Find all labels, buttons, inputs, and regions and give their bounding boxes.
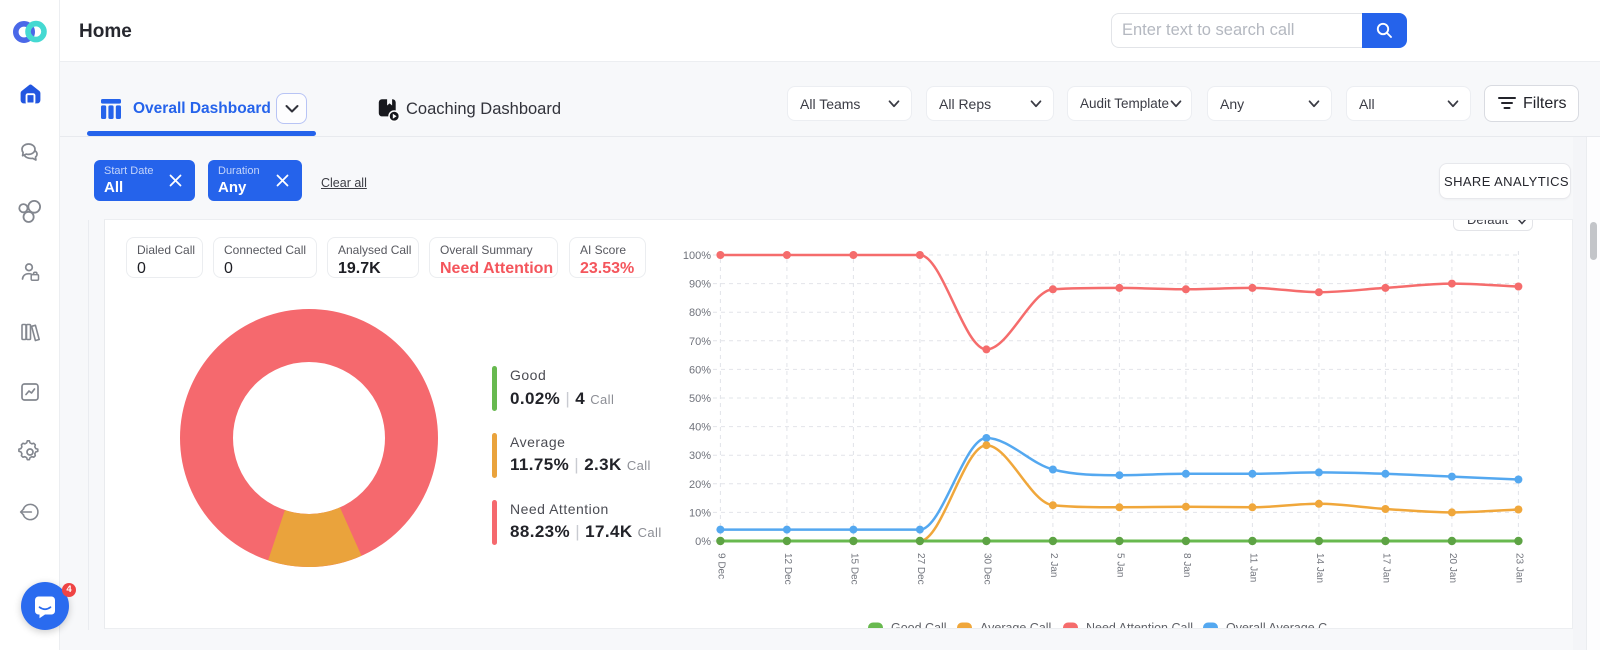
svg-text:50%: 50% — [689, 393, 711, 405]
svg-text:11 Jan: 11 Jan — [1247, 553, 1258, 582]
svg-text:9 Dec: 9 Dec — [715, 553, 726, 579]
svg-text:60%: 60% — [689, 364, 711, 376]
svg-text:20 Jan: 20 Jan — [1447, 553, 1458, 583]
svg-text:Average Call: Average Call — [980, 621, 1051, 629]
svg-text:15 Dec: 15 Dec — [848, 553, 859, 585]
svg-text:40%: 40% — [689, 422, 711, 434]
svg-text:8 Jan: 8 Jan — [1181, 553, 1192, 577]
svg-text:Need Attention Call: Need Attention Call — [1086, 621, 1193, 629]
svg-text:5 Jan: 5 Jan — [1114, 553, 1125, 577]
svg-text:27 Dec: 27 Dec — [915, 553, 926, 585]
svg-text:17 Jan: 17 Jan — [1380, 553, 1391, 583]
svg-text:Good Call: Good Call — [891, 621, 947, 629]
svg-text:30%: 30% — [689, 450, 711, 462]
svg-text:90%: 90% — [689, 279, 711, 291]
svg-text:80%: 80% — [689, 307, 711, 319]
svg-text:0%: 0% — [695, 536, 711, 548]
svg-text:10%: 10% — [689, 507, 711, 519]
svg-text:12 Dec: 12 Dec — [782, 553, 793, 585]
svg-text:20%: 20% — [689, 479, 711, 491]
svg-text:23 Jan: 23 Jan — [1513, 553, 1524, 583]
svg-text:70%: 70% — [689, 336, 711, 348]
svg-text:2 Jan: 2 Jan — [1048, 553, 1059, 577]
svg-text:100%: 100% — [683, 250, 711, 262]
svg-text:30 Dec: 30 Dec — [981, 553, 992, 585]
svg-text:14 Jan: 14 Jan — [1314, 553, 1325, 583]
svg-text:Overall Average C: Overall Average C — [1226, 621, 1327, 629]
